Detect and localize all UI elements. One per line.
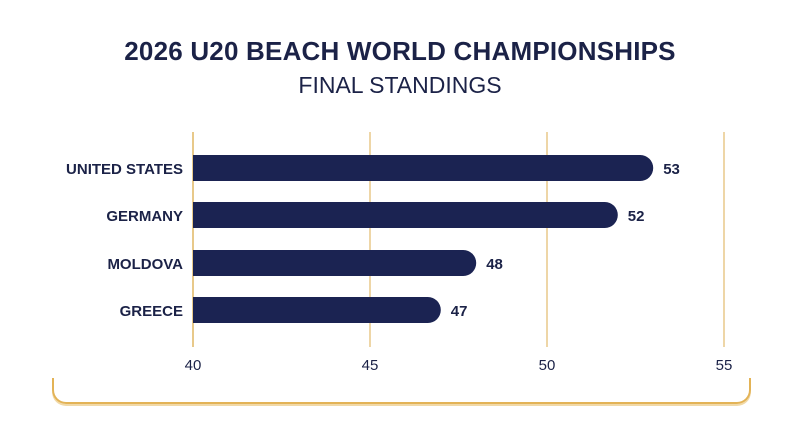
bottom-decorative-bracket <box>52 378 751 404</box>
category-label: GREECE <box>120 303 183 320</box>
category-label: UNITED STATES <box>66 161 183 178</box>
x-tick-label: 40 <box>185 357 202 374</box>
category-label: GERMANY <box>106 208 183 225</box>
bar-moldova <box>193 250 477 276</box>
chart-title: 2026 U20 BEACH WORLD CHAMPIONSHIPS <box>124 36 676 66</box>
chart-subtitle: FINAL STANDINGS <box>298 72 502 98</box>
bar-germany <box>193 202 618 228</box>
x-tick-label: 50 <box>539 357 556 374</box>
data-label: 47 <box>451 303 468 320</box>
x-tick-label: 55 <box>716 357 733 374</box>
bar-greece <box>193 297 441 323</box>
data-label: 53 <box>663 161 680 178</box>
bar-united-states <box>193 155 654 181</box>
category-label: MOLDOVA <box>107 256 183 273</box>
data-label: 52 <box>628 208 645 225</box>
x-tick-label: 45 <box>362 357 379 374</box>
data-label: 48 <box>486 256 503 273</box>
